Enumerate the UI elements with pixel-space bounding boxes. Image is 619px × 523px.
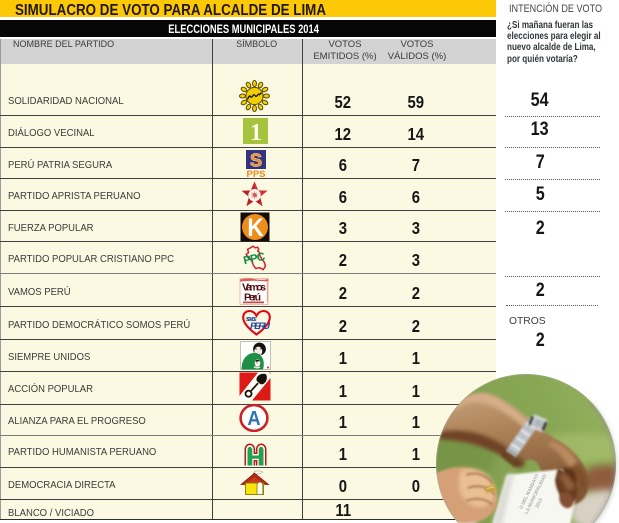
svg-text:SOMOS: SOMOS [246,317,257,323]
svg-text:Perú: Perú [244,292,261,304]
svg-text:Vamos: Vamos [242,282,266,294]
svg-text:K: K [247,214,263,242]
svg-text:PPC: PPC [243,251,266,267]
svg-text:1: 1 [250,120,262,144]
svg-text:S: S [250,151,262,171]
svg-text:PPS: PPS [246,169,265,178]
svg-text:2013: 2013 [534,497,543,509]
svg-text:PERU: PERU [250,321,271,332]
svg-text:A: A [247,408,260,430]
